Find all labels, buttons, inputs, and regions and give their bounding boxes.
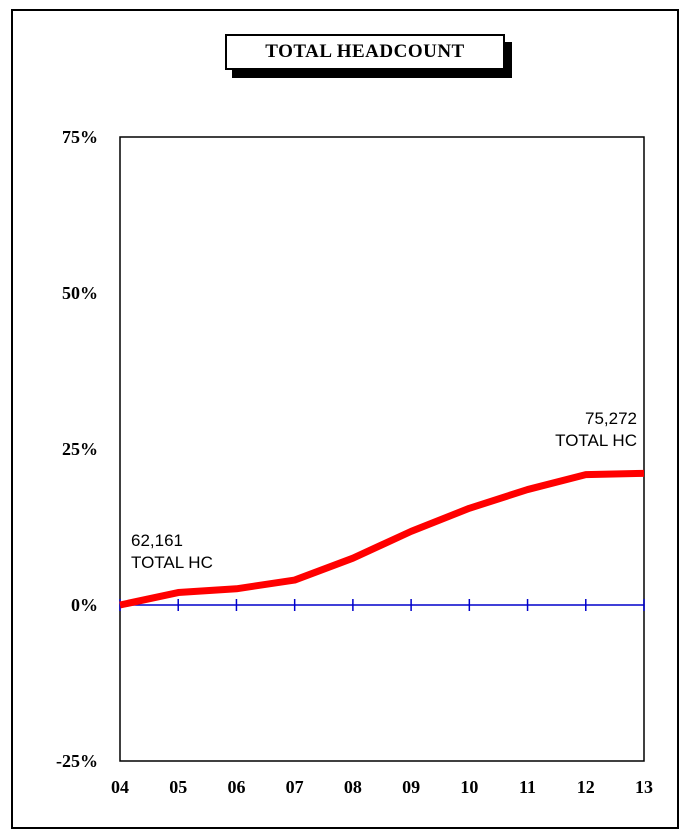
x-tick-label: 07 [286,777,304,797]
series-line-headcount [119,469,645,609]
y-tick-label: 0% [71,595,98,615]
y-tick-label: -25% [56,751,98,771]
chart-title: TOTAL HEADCOUNT [225,34,505,70]
annotation-start-line: TOTAL HC [131,553,213,572]
x-tick-label: 05 [169,777,187,797]
y-tick-label: 50% [62,283,98,303]
annotation-start-line: 62,161 [131,531,183,550]
annotation-end-line: 75,272 [585,409,637,428]
annotations: 62,161 TOTAL HC 75,272 TOTAL HC [131,409,637,572]
y-tick-label: 75% [62,127,98,147]
plot-area [119,136,645,762]
y-tick-label: 25% [62,439,98,459]
annotation-end: 75,272 TOTAL HC [555,409,637,450]
annotation-start: 62,161 TOTAL HC [131,531,213,572]
x-tick-label: 08 [344,777,362,797]
y-axis-ticks: 75% 50% 25% 0% -25% [56,127,98,771]
x-tick-label: 11 [519,777,536,797]
x-tick-label: 04 [111,777,129,797]
x-tick-label: 06 [227,777,245,797]
annotation-end-line: TOTAL HC [555,431,637,450]
x-tick-label: 12 [577,777,595,797]
x-tick-label: 13 [635,777,653,797]
x-tick-label: 10 [460,777,478,797]
series-lines [119,469,645,611]
x-axis-ticks: 04 05 06 07 08 09 10 11 12 13 [111,777,653,797]
x-tick-label: 09 [402,777,420,797]
